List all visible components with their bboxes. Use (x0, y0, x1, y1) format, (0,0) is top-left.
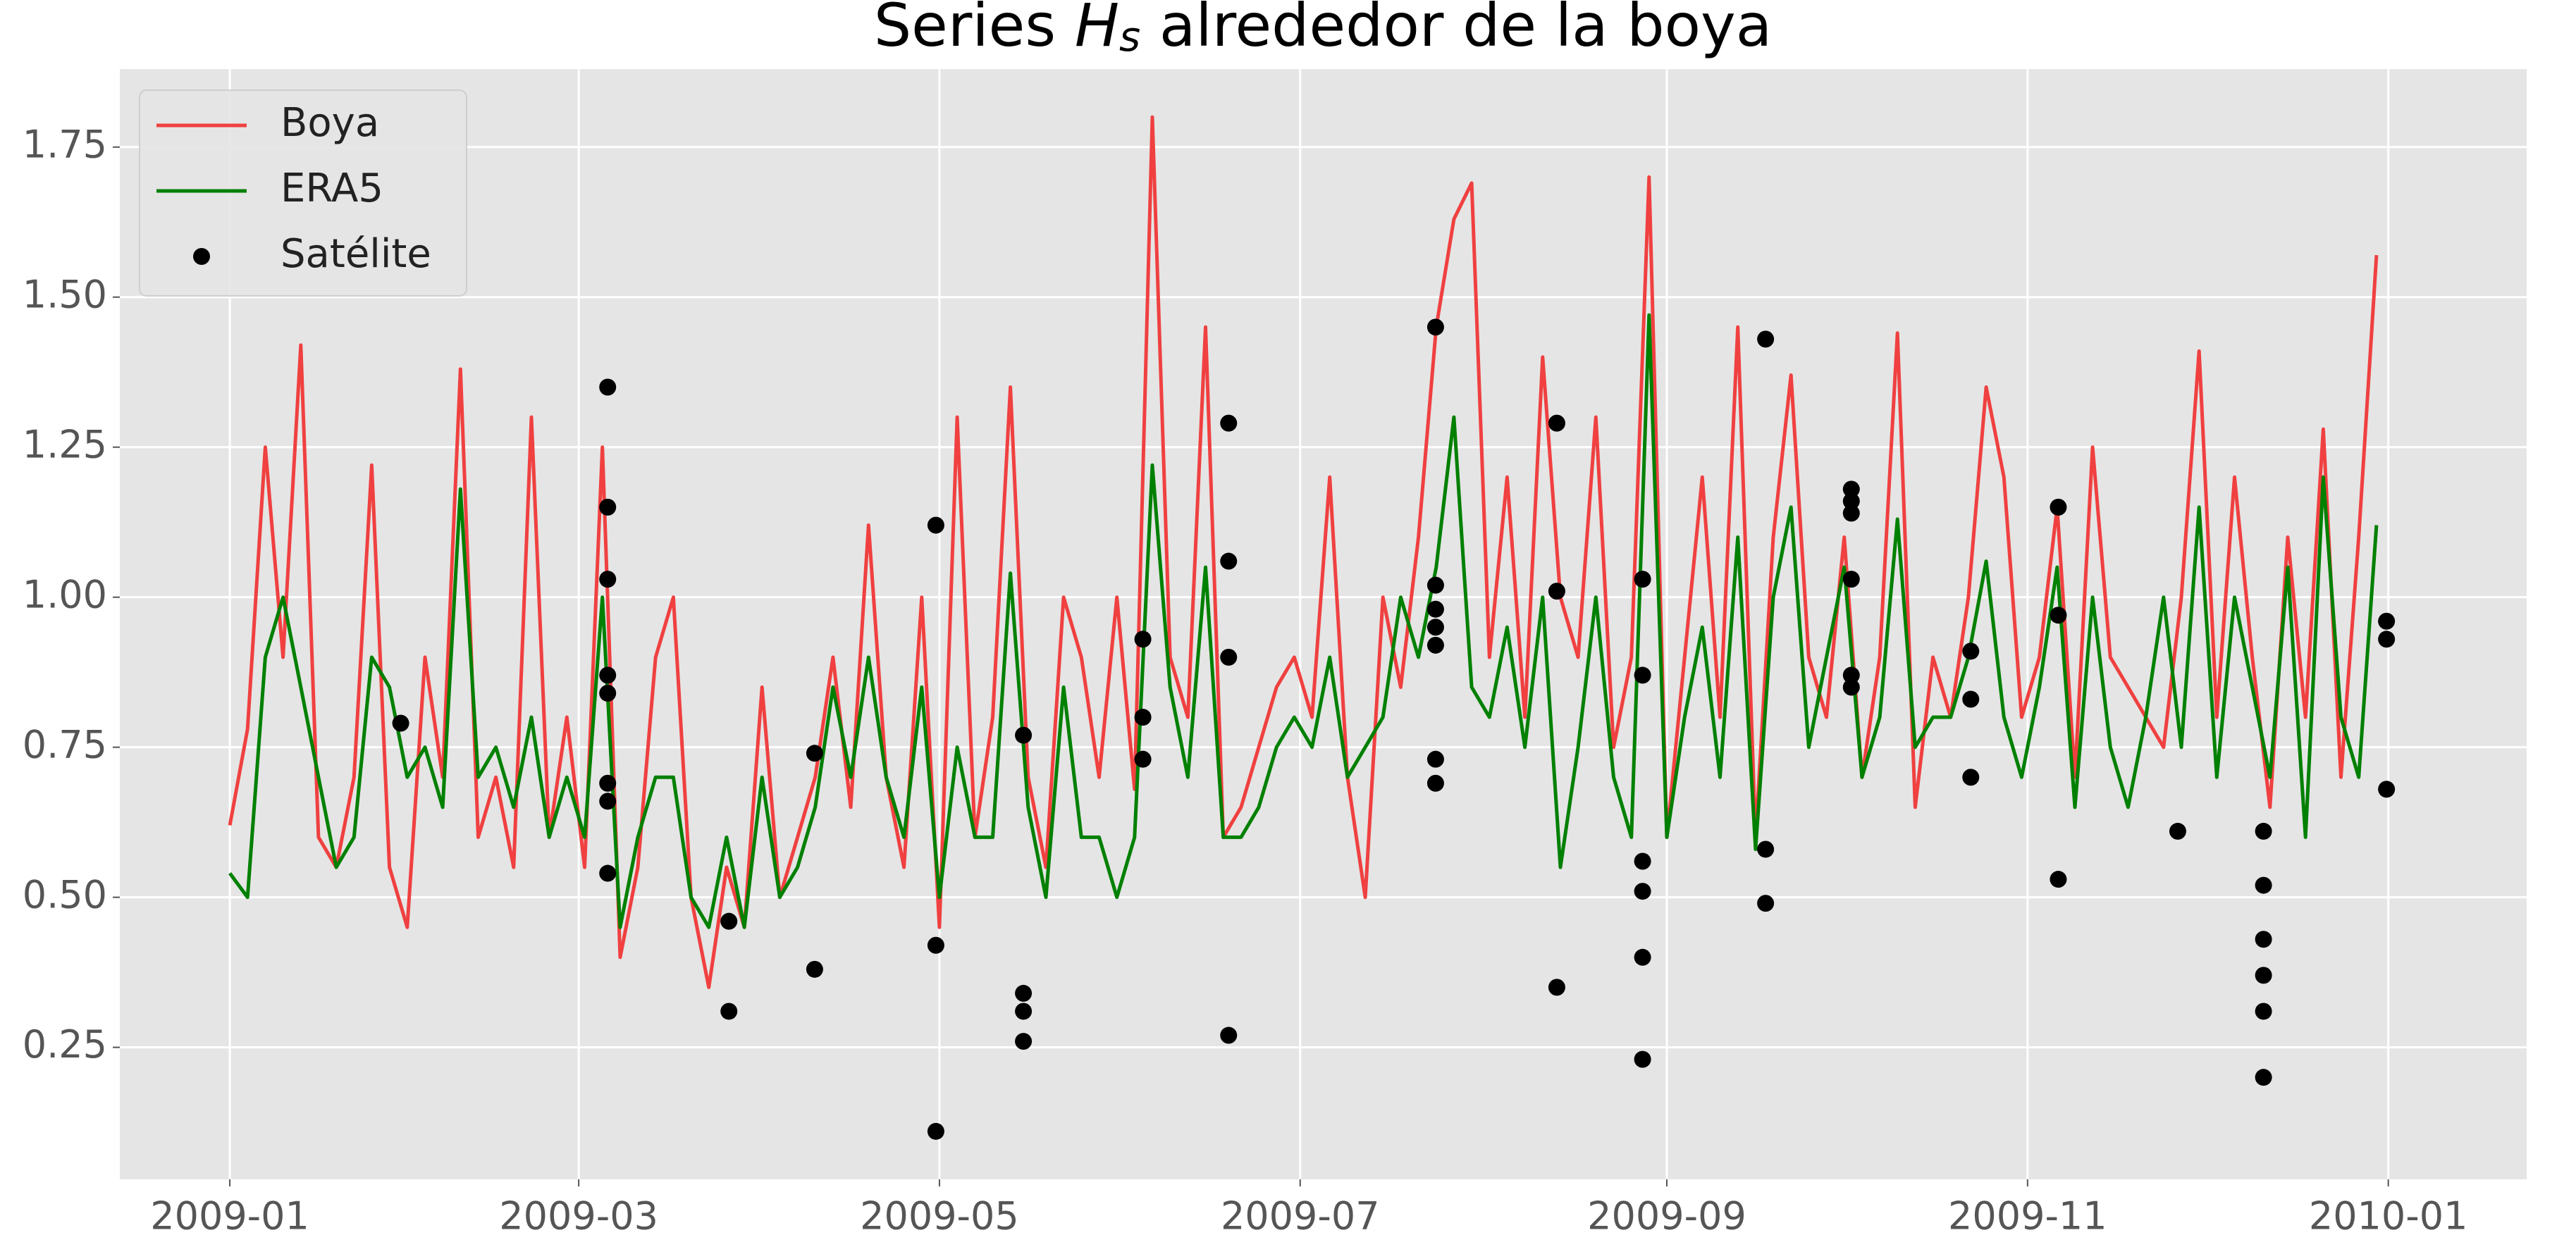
y-tick-label: 0.75 (23, 722, 107, 767)
scatter-point (1548, 583, 1565, 600)
y-tick-label: 0.50 (23, 872, 107, 917)
x-tick-label: 2009-07 (1221, 1194, 1380, 1239)
scatter-point (1842, 504, 1860, 522)
scatter-point (2255, 822, 2272, 840)
scatter-point (1842, 666, 1860, 684)
scatter-point (1757, 895, 1775, 912)
scatter-point (1634, 883, 1651, 900)
y-tick-label: 1.00 (23, 572, 107, 616)
scatter-point (927, 1122, 944, 1140)
scatter-point (1426, 576, 1444, 594)
scatter-point (927, 516, 944, 534)
scatter-point (1220, 552, 1238, 570)
scatter-point (1134, 631, 1152, 648)
scatter-point (1426, 318, 1444, 336)
scatter-point (2255, 1003, 2272, 1020)
scatter-point (1842, 678, 1860, 696)
x-tick-label: 2009-01 (150, 1194, 309, 1239)
scatter-point (1842, 571, 1860, 588)
scatter-point (2378, 781, 2396, 798)
plot-area (120, 69, 2527, 1179)
scatter-point (1015, 984, 1033, 1002)
legend-label: Satélite (281, 231, 431, 277)
scatter-point (599, 774, 617, 792)
y-tick-label: 1.50 (23, 272, 107, 316)
scatter-point (2050, 607, 2067, 624)
legend-label: Boya (281, 100, 379, 146)
scatter-point (599, 498, 617, 516)
series-line (228, 313, 2379, 929)
scatter-point (1015, 1003, 1033, 1020)
scatter-point (1548, 414, 1565, 432)
scatter-point (720, 1003, 738, 1020)
scatter-point (1634, 1050, 1651, 1068)
scatter-point (1220, 648, 1238, 666)
scatter-point (599, 864, 617, 882)
scatter-point (1634, 948, 1651, 966)
scatter-point (1220, 414, 1238, 432)
scatter-point (1962, 769, 1980, 786)
x-tick-label: 2009-09 (1587, 1194, 1746, 1239)
scatter-point (2255, 931, 2272, 948)
scatter-point (1757, 330, 1775, 348)
scatter-point (1634, 852, 1651, 870)
scatter-point (1134, 709, 1152, 726)
scatter-point (1842, 492, 1860, 510)
scatter-point (1220, 1026, 1238, 1044)
scatter-point (1634, 666, 1651, 684)
y-tick-label: 1.25 (23, 422, 107, 466)
scatter-point (1548, 979, 1565, 996)
scatter-point (2255, 876, 2272, 894)
scatter-point (1426, 619, 1444, 636)
x-tick-label: 2009-05 (860, 1194, 1019, 1239)
scatter-point (806, 745, 823, 762)
legend-label: ERA5 (281, 166, 383, 211)
scatter-point (392, 714, 409, 732)
x-tick-label: 2010-01 (2309, 1194, 2468, 1239)
x-tick-label: 2009-03 (499, 1194, 658, 1239)
scatter-point (1134, 750, 1152, 768)
scatter-point (599, 378, 617, 396)
scatter-point (1426, 636, 1444, 654)
scatter-point (1426, 750, 1444, 768)
scatter-point (599, 666, 617, 684)
scatter-point (1842, 480, 1860, 498)
scatter-point (1015, 1033, 1033, 1050)
x-tick-label: 2009-11 (1948, 1194, 2107, 1239)
scatter-point (599, 684, 617, 702)
scatter-point (2255, 1069, 2272, 1086)
chart-title: Series Hs alrededor de la boya (874, 0, 1772, 61)
scatter-point (1962, 690, 1980, 708)
scatter-point (1426, 600, 1444, 618)
scatter-point (1634, 571, 1651, 588)
scatter-point (1757, 840, 1775, 858)
scatter-point (1962, 643, 1980, 660)
scatter-point (2050, 871, 2067, 888)
scatter-point (927, 936, 944, 954)
scatter-point (720, 912, 738, 930)
legend-box (139, 89, 467, 297)
y-tick-label: 1.75 (23, 122, 107, 166)
legend-marker (193, 248, 210, 265)
scatter-point (2378, 631, 2396, 648)
scatter-point (806, 960, 823, 978)
y-tick-label: 0.25 (23, 1022, 107, 1067)
scatter-point (2050, 498, 2067, 516)
scatter-point (1015, 726, 1033, 744)
scatter-point (2255, 967, 2272, 984)
scatter-point (1426, 774, 1444, 792)
scatter-point (599, 793, 617, 810)
scatter-point (2378, 612, 2396, 630)
scatter-point (599, 571, 617, 588)
scatter-point (2169, 822, 2186, 840)
